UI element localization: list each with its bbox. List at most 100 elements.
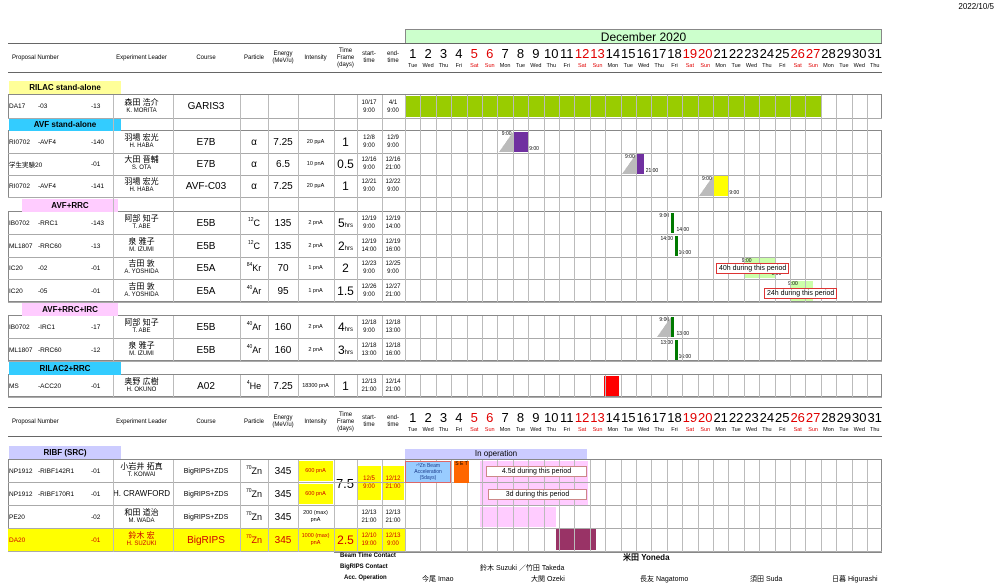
grid-line [713, 95, 714, 302]
grid-line [820, 131, 822, 197]
grid-line [636, 131, 637, 197]
start-date: 10/17 [361, 99, 377, 106]
end-date: 4/1 [388, 99, 398, 106]
weekday-9: Wed [530, 63, 542, 69]
grid-line [728, 375, 730, 397]
start-time: 12/13 21:00 [357, 506, 381, 528]
grid-line [820, 212, 822, 301]
weekday-8: Tue [515, 63, 526, 69]
grid-line [759, 460, 761, 552]
weekday-19: Sat [685, 63, 695, 69]
proposal-num: -01 [91, 382, 101, 390]
energy: 345 [274, 534, 292, 546]
proposal-sub: -RRC60 [38, 242, 62, 250]
particle-element: He [249, 381, 262, 391]
grid-line [574, 460, 576, 552]
grid-line [697, 95, 699, 302]
grid-line [357, 95, 358, 302]
grid-line [666, 95, 668, 302]
proposal-id: NP1912 [9, 490, 33, 498]
grid-line [451, 95, 453, 302]
timeframe-value: 2.5 [337, 533, 354, 547]
course: E7B [196, 158, 216, 170]
leader: 和田 道治 M. WADA [113, 506, 170, 528]
grid-line [805, 460, 807, 552]
day-9: 9 [532, 409, 540, 425]
weekday-27: Sun [808, 63, 818, 69]
grid-line [867, 375, 868, 397]
grid-line [334, 212, 335, 301]
grid-line [357, 316, 358, 361]
weekday-13: Sun [592, 427, 603, 433]
grid-line [435, 460, 437, 552]
start-clock: 9:00 [363, 165, 375, 171]
weekday-16: Wed [638, 427, 650, 433]
grid-line [497, 316, 499, 361]
course: E5B [196, 321, 216, 333]
weekday-29: Tue [839, 427, 849, 433]
weekday-9: Wed [530, 427, 542, 433]
leader-en: M. IZUMI [129, 351, 154, 357]
grid-line [836, 131, 838, 197]
start-time: 12/8 9:00 [357, 131, 381, 153]
day-29: 29 [836, 409, 852, 425]
time-label: 13:00 [660, 340, 674, 346]
start-clock: 21:00 [361, 518, 377, 524]
grid-line [805, 95, 807, 302]
leader-jp: 奥野 広樹 [124, 377, 159, 386]
grid-line [682, 131, 684, 197]
grid-line [728, 212, 730, 301]
grid-line [113, 131, 114, 197]
proposal-id: DA17 [9, 103, 26, 110]
day-22: 22 [728, 45, 744, 61]
grid-line [851, 375, 853, 397]
course: BigRIPS+ZDS [183, 513, 229, 521]
timeframe: 4 hrs [334, 316, 357, 338]
grid-line [728, 95, 730, 302]
leader-en: K. MORITA [126, 107, 157, 114]
day-6: 6 [486, 45, 494, 61]
start-time: 12/23 9:00 [357, 257, 381, 279]
timeframe: 2 [334, 257, 357, 279]
leader-jp: 森田 浩介 [124, 97, 159, 107]
end-clock: 14:00 [385, 224, 401, 230]
leader-en: H. CRAWFORD [112, 489, 171, 498]
particle-mass: 40 [246, 285, 253, 291]
weekday-30: Wed [853, 427, 865, 433]
note-24h: 24h during this period [764, 288, 838, 299]
day-15: 15 [621, 45, 636, 61]
ribf-start: 12/5 9:00 [357, 466, 381, 500]
day-31: 31 [867, 45, 882, 61]
bar-ml1807 [674, 236, 678, 256]
end-time: 12/9 9:00 [382, 131, 404, 153]
energy: 160 [274, 344, 292, 356]
weekday-10: Thu [546, 427, 557, 433]
grid-line [666, 460, 668, 552]
day-31: 31 [867, 409, 882, 425]
grid-line [451, 316, 453, 361]
day-23: 23 [744, 45, 759, 61]
timeframe: 1 [334, 175, 357, 197]
weekday-23: Wed [745, 63, 758, 69]
weekday-6: Sun [484, 427, 495, 433]
leader-jp: 吉田 敦 [128, 259, 155, 268]
grid-line [240, 212, 241, 301]
grid-line [805, 131, 807, 197]
weekday-28: Mon [823, 427, 834, 433]
leader: 羽場 宏光 H. HABA [113, 131, 170, 153]
timeframe-value: 5 [337, 216, 345, 230]
weekday-14: Mon [607, 427, 619, 433]
grid-line [334, 375, 335, 397]
weekday-6: Sun [484, 63, 495, 69]
weekday-25: Fri [779, 63, 786, 69]
day-16: 16 [636, 409, 651, 425]
day-25: 25 [775, 409, 790, 425]
weekday-22: Tue [731, 63, 741, 69]
end-clock: 16:00 [385, 247, 401, 253]
intensity: 1 pnA [308, 287, 323, 294]
grid-line [543, 212, 545, 301]
row-divider [8, 551, 882, 552]
start-time: 12/18 13:00 [357, 339, 381, 361]
weekday-2: Wed [422, 63, 434, 69]
weekday-8: Tue [515, 427, 526, 433]
